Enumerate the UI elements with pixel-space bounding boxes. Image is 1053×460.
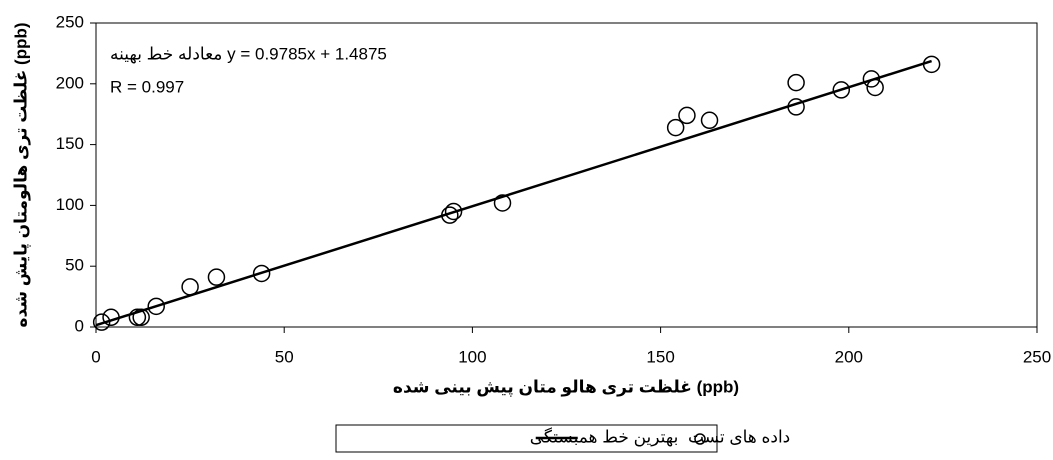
data-point	[678, 106, 696, 125]
legend-box	[335, 424, 718, 453]
x-tick-label: 250	[1023, 347, 1051, 366]
legend-marker	[694, 433, 706, 445]
data-point	[252, 264, 271, 283]
data-point	[862, 70, 881, 88]
y-tick-label: 0	[75, 316, 84, 335]
legend-label: بهترین خط همبستگی	[530, 426, 679, 447]
data-point	[787, 73, 805, 92]
x-tick-label: 0	[91, 347, 100, 366]
y-tick-label: 150	[56, 134, 84, 153]
y-tick-label: 200	[56, 73, 84, 92]
y-tick-label: 100	[56, 195, 84, 214]
data-point	[444, 202, 463, 221]
x-tick-label: 200	[835, 347, 863, 366]
fit-line	[95, 59, 932, 327]
data-point	[493, 194, 512, 212]
x-tick-label: 150	[646, 347, 674, 366]
legend-label: داده های تست	[688, 427, 790, 446]
x-axis-label: غلظت تری هالو متان پیش بینی شده (ppb)	[393, 377, 739, 397]
data-point	[700, 111, 719, 130]
plot-frame	[95, 22, 1038, 328]
data-point	[207, 268, 226, 286]
data-point	[147, 297, 165, 316]
data-point	[666, 118, 685, 137]
data-point	[922, 55, 941, 74]
y-axis-label: غلظت تری هالومتان پایش شده (ppb)	[11, 22, 31, 327]
x-tick-label: 100	[458, 347, 486, 366]
data-point	[132, 308, 150, 327]
x-tick-label: 50	[275, 347, 294, 366]
data-point	[128, 308, 147, 327]
data-point	[832, 81, 851, 99]
y-tick-label: 250	[56, 12, 84, 31]
annotation: معادله خط بهینه y = 0.9785x + 1.4875	[110, 44, 387, 64]
annotation: R = 0.997	[110, 77, 184, 96]
y-tick-label: 50	[65, 256, 84, 275]
